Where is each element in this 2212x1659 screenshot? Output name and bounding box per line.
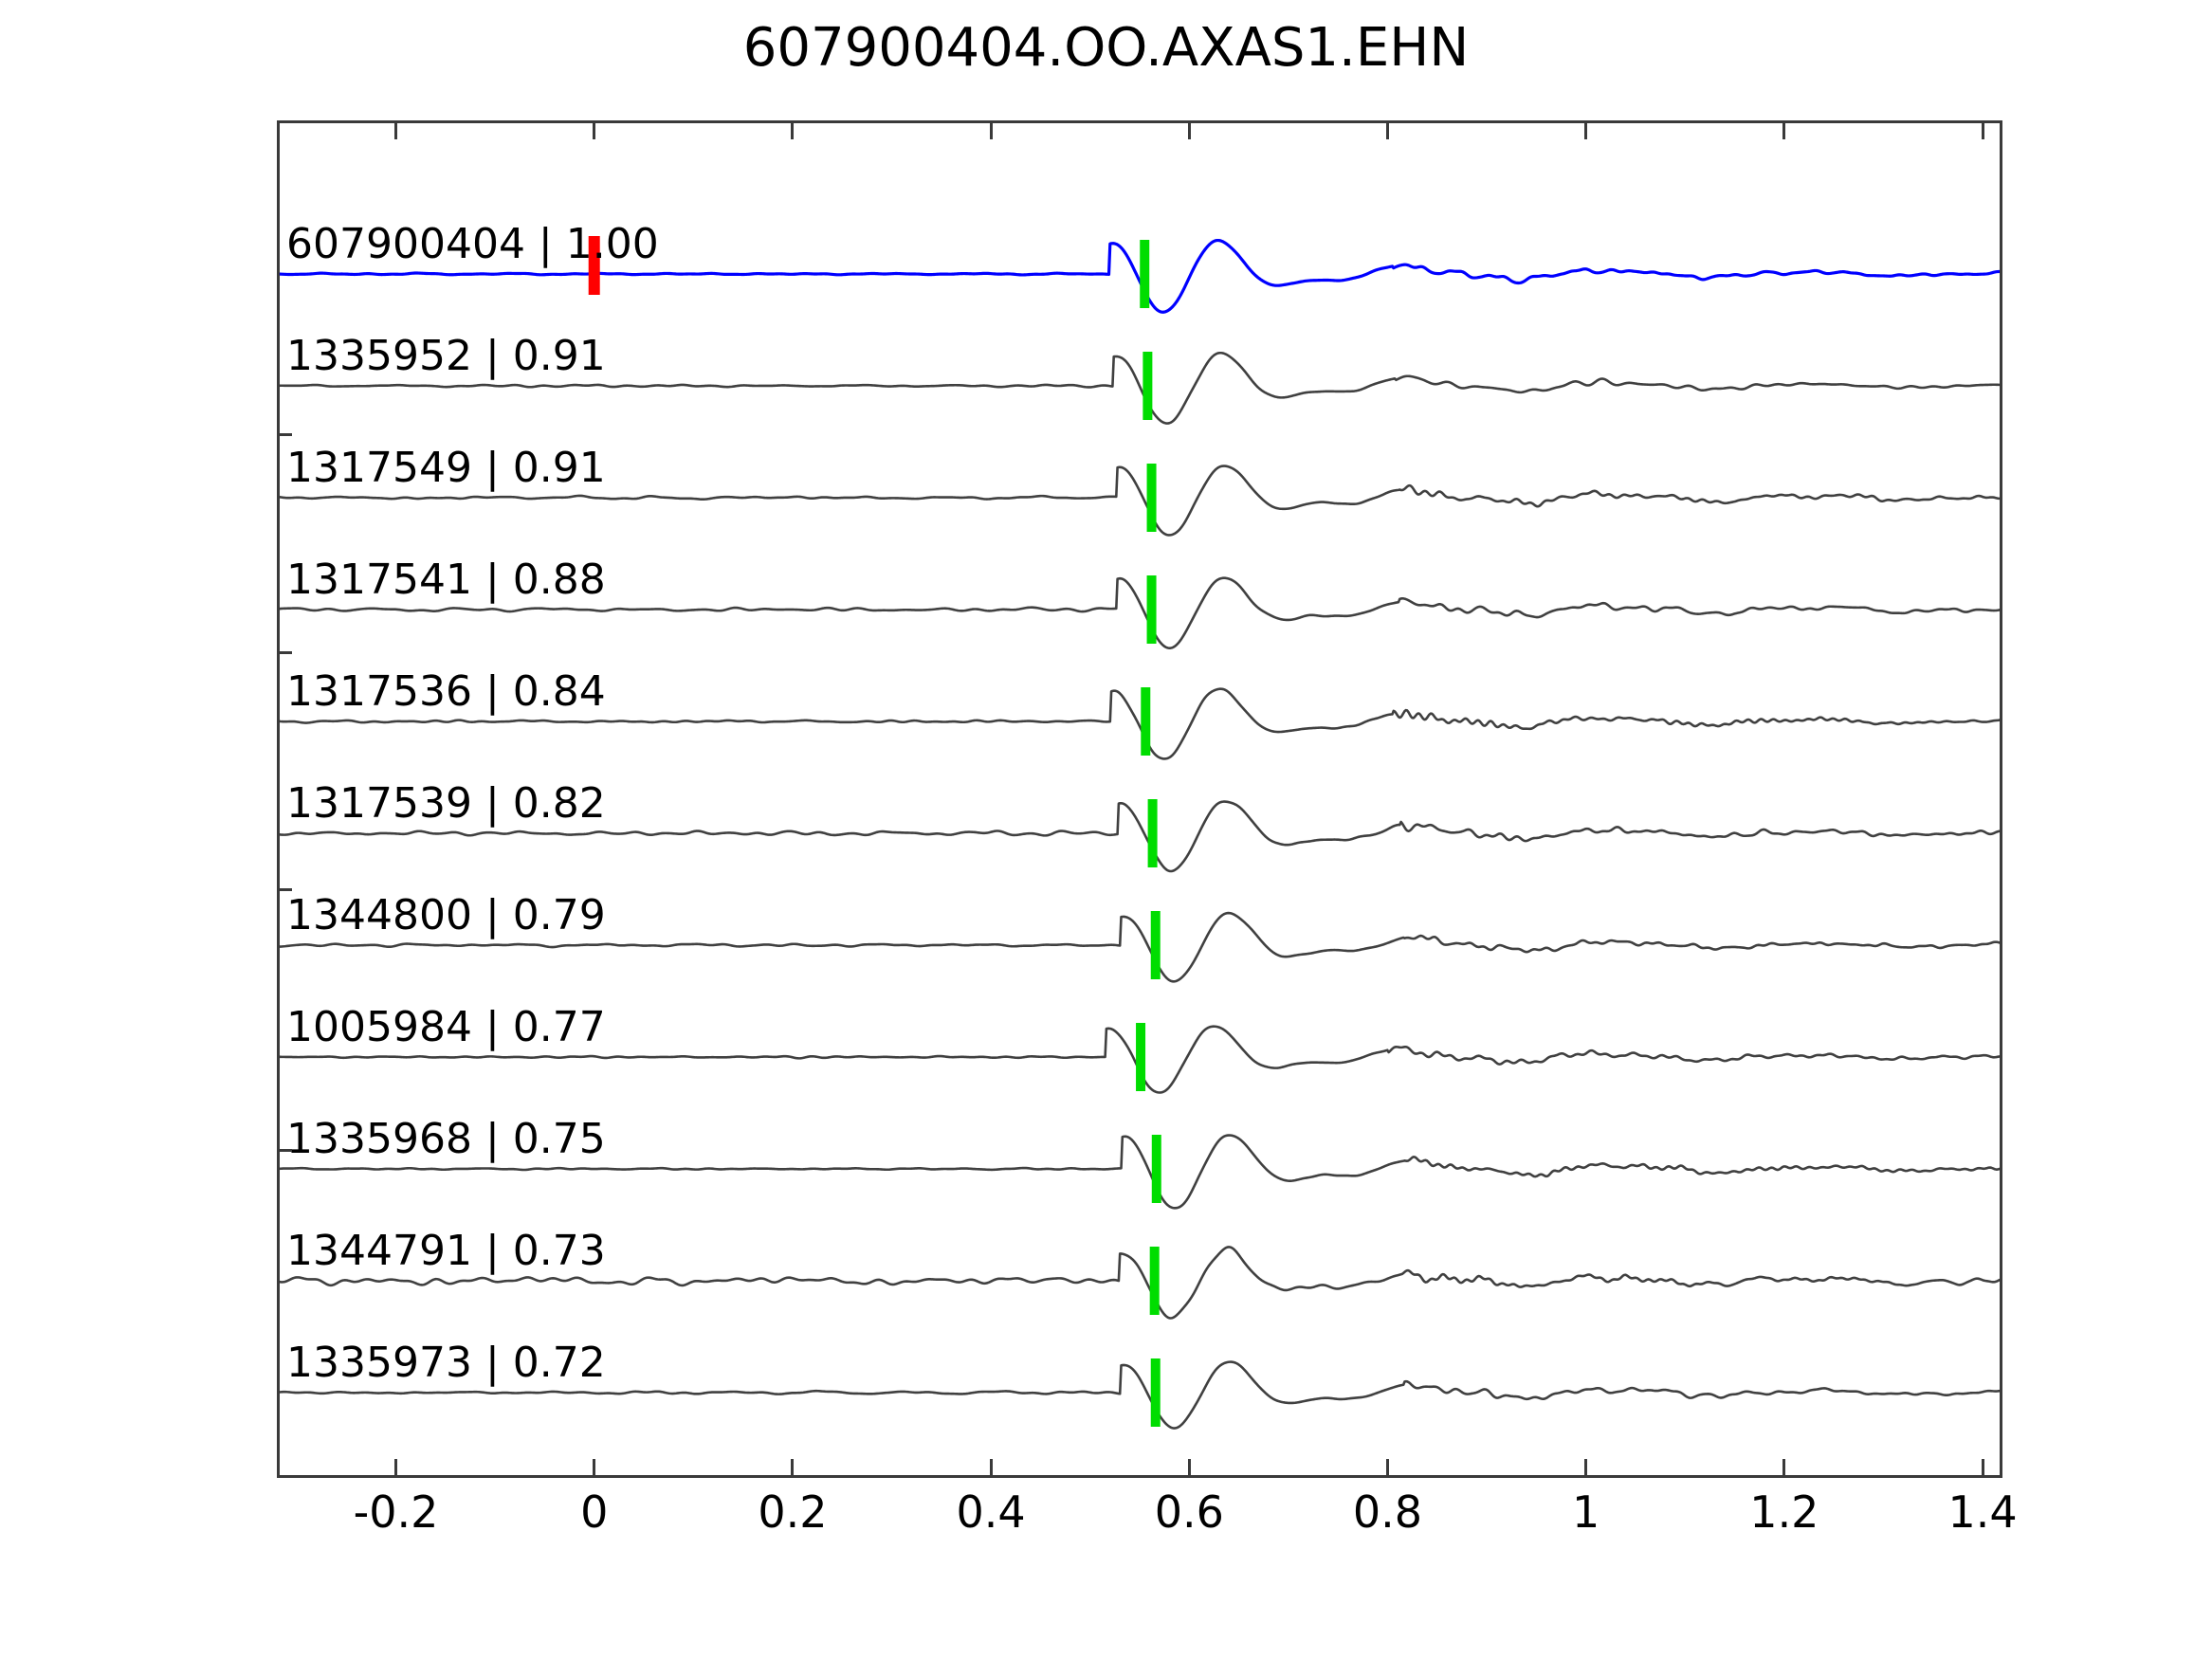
x-tick-mark-top — [394, 120, 398, 139]
x-tick-mark — [593, 1459, 596, 1478]
x-tick-label: 1.4 — [1947, 1486, 2018, 1538]
x-tick-mark — [1584, 1459, 1588, 1478]
trace-label-1317539: 1317539 | 0.82 — [286, 779, 606, 828]
pick-marker — [1140, 240, 1150, 308]
x-tick-mark-top — [1782, 120, 1786, 139]
x-tick-mark — [989, 1459, 993, 1478]
x-tick-label: 0.2 — [758, 1486, 828, 1538]
waveform-path — [277, 1134, 2002, 1210]
y-tick-mark — [277, 1149, 292, 1152]
x-tick-mark — [1385, 1459, 1389, 1478]
trace-label-1344800: 1344800 | 0.79 — [286, 891, 606, 939]
x-tick-mark-top — [1584, 120, 1588, 139]
waveform-path — [277, 465, 2002, 537]
pick-marker — [1150, 911, 1161, 979]
waveform-path — [277, 1360, 2002, 1430]
trace-label-1335968: 1335968 | 0.75 — [286, 1115, 606, 1163]
x-tick-mark — [1981, 1459, 1984, 1478]
pick-marker — [1149, 1247, 1160, 1315]
pick-marker — [1150, 1358, 1161, 1427]
plot-axes: 607900404 | 1.00 1335952 | 0.91 1317549 | … — [277, 120, 2002, 1478]
trace-label-1005984: 1005984 | 0.77 — [286, 1003, 606, 1051]
origin-time-marker — [588, 236, 600, 295]
page-title: 607900404.OO.AXAS1.EHN — [742, 17, 1470, 79]
x-tick-mark-top — [593, 120, 596, 139]
x-tick-mark-top — [1981, 120, 1984, 139]
pick-marker — [1146, 464, 1157, 532]
y-tick-mark — [277, 888, 292, 891]
waveform-path — [277, 351, 2002, 425]
x-tick-mark — [1187, 1459, 1191, 1478]
trace-label-1317536: 1317536 | 0.84 — [286, 667, 606, 716]
x-tick-label: 1 — [1572, 1486, 1600, 1538]
x-tick-mark-top — [1385, 120, 1389, 139]
waveform-path — [277, 1246, 2002, 1320]
x-tick-mark-top — [1187, 120, 1191, 139]
waveform-path — [277, 800, 2002, 873]
x-tick-mark — [791, 1459, 795, 1478]
trace-label-1335952: 1335952 | 0.91 — [286, 332, 606, 380]
trace-label-1335973: 1335973 | 0.72 — [286, 1339, 606, 1387]
pick-marker — [1147, 799, 1158, 867]
waveform-path — [277, 576, 2002, 649]
waveform-path — [277, 911, 2002, 983]
x-tick-mark-top — [791, 120, 795, 139]
waveform-path — [277, 238, 2002, 314]
pick-marker — [1136, 1023, 1146, 1091]
y-tick-mark — [277, 433, 292, 436]
y-tick-mark — [277, 651, 292, 654]
x-tick-label: 0.6 — [1154, 1486, 1224, 1538]
trace-label-1344791: 1344791 | 0.73 — [286, 1227, 606, 1275]
x-tick-mark — [1782, 1459, 1786, 1478]
pick-marker — [1141, 687, 1151, 756]
pick-marker — [1143, 352, 1153, 420]
trace-label-1317541: 1317541 | 0.88 — [286, 556, 606, 604]
x-tick-label: -0.2 — [353, 1486, 439, 1538]
x-tick-mark-top — [989, 120, 993, 139]
x-tick-label: 0.8 — [1352, 1486, 1423, 1538]
waveform-canvas — [277, 236, 2002, 1430]
waveform-path — [277, 687, 2002, 760]
pick-marker — [1151, 1135, 1161, 1203]
trace-label-607900404: 607900404 | 1.00 — [286, 220, 659, 268]
pick-marker — [1146, 575, 1157, 644]
x-tick-label: 1.2 — [1749, 1486, 1819, 1538]
x-tick-label: 0.4 — [956, 1486, 1026, 1538]
x-tick-label: 0 — [580, 1486, 609, 1538]
x-tick-mark — [394, 1459, 398, 1478]
trace-label-1317549: 1317549 | 0.91 — [286, 444, 606, 492]
x-axis-tick-labels: -0.2 0 0.2 0.4 0.6 0.8 1 1.2 1.4 — [277, 1486, 2018, 1553]
